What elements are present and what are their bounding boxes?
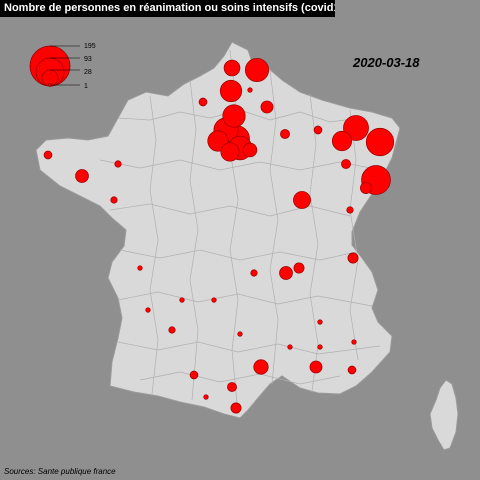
bubble-17	[279, 266, 293, 280]
bubble-15	[242, 142, 258, 158]
bubble-29	[43, 150, 53, 160]
department-borders	[99, 49, 381, 415]
legend: 195 93 28 1	[29, 43, 96, 90]
bubble-14	[253, 359, 269, 375]
corsica-island	[429, 379, 459, 451]
bubble-1	[365, 127, 395, 157]
bubble-3	[343, 115, 369, 141]
bubble-27	[189, 370, 199, 380]
bubble-35	[250, 269, 258, 277]
bubble-22	[293, 262, 305, 274]
bubble-18	[260, 100, 274, 114]
bubble-24	[341, 159, 351, 169]
bubble-10	[331, 130, 353, 152]
bubble-36	[168, 326, 176, 334]
bubble-34	[346, 206, 354, 214]
legend-label-28: 28	[84, 69, 92, 76]
bubble-23	[230, 402, 242, 414]
bubble-41	[237, 331, 243, 337]
bubble-39	[179, 297, 185, 303]
legend-label-93: 93	[84, 56, 92, 63]
bubble-46	[247, 87, 253, 93]
bubble-38	[145, 307, 151, 313]
bubble-12	[293, 191, 311, 209]
bubble-32	[114, 160, 122, 168]
bubble-11	[220, 142, 240, 162]
source-label: Sources: Sante publique france	[4, 467, 116, 476]
bubble-43	[317, 344, 323, 350]
bubble-19	[309, 360, 323, 374]
legend-label-195: 195	[84, 43, 96, 50]
bubble-8	[219, 79, 243, 103]
bubble-26	[280, 129, 290, 139]
bubble-6	[244, 57, 270, 83]
bubble-16	[75, 169, 89, 183]
bubble-7	[222, 104, 246, 128]
bubble-25	[227, 382, 237, 392]
bubble-21	[347, 252, 359, 264]
bubble-layer	[43, 57, 395, 414]
bubble-45	[317, 319, 323, 325]
legend-label-1: 1	[84, 83, 88, 90]
date-label: 2020-03-18	[353, 55, 420, 70]
map-title: Nombre de personnes en réanimation ou so…	[0, 0, 335, 17]
bubble-31	[313, 125, 323, 135]
bubble-40	[211, 297, 217, 303]
bubble-44	[351, 339, 357, 345]
bubble-13	[223, 59, 241, 77]
bubble-33	[110, 196, 118, 204]
bubble-30	[198, 97, 208, 107]
bubble-42	[287, 344, 293, 350]
france-mainland	[35, 41, 401, 419]
bubble-47	[203, 394, 209, 400]
bubble-28	[347, 365, 357, 375]
bubble-37	[137, 265, 143, 271]
bubble-20	[360, 182, 372, 194]
